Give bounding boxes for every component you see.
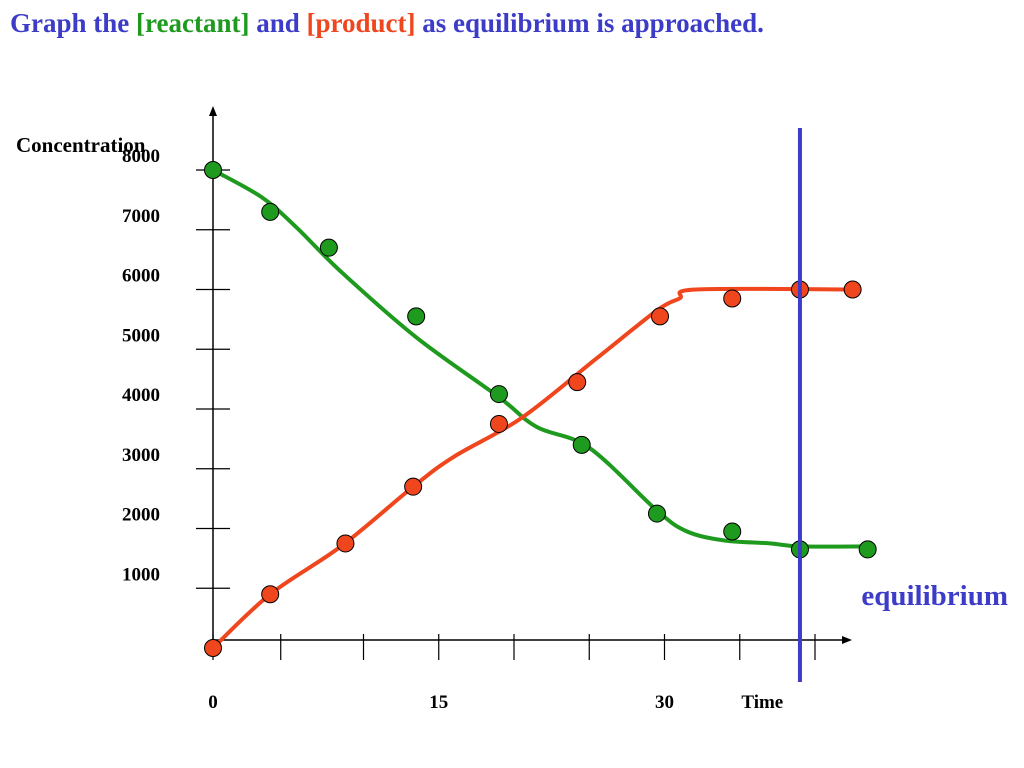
- product-point: [568, 373, 587, 392]
- page-title: Graph the [reactant] and [product] as eq…: [10, 8, 764, 39]
- product-point: [843, 280, 862, 299]
- reactant-line: [211, 168, 870, 549]
- y-axis-title: Concentration: [16, 133, 146, 157]
- product-point: [489, 414, 508, 433]
- reactant-point: [204, 161, 222, 179]
- reactant-point: [261, 202, 280, 221]
- title-part-2: and: [249, 8, 307, 38]
- x-tick-label-time: Time: [741, 692, 783, 713]
- product-point: [261, 585, 280, 604]
- reactant-point: [407, 307, 426, 326]
- y-tick-label-1000: 1000: [122, 564, 160, 585]
- reactant-point: [572, 435, 591, 454]
- reactant-point: [489, 385, 508, 404]
- y-tick-label-5000: 5000: [122, 325, 160, 346]
- x-tick-label-30: 30: [655, 692, 674, 713]
- y-tick-label-8000: 8000: [122, 146, 160, 167]
- y-tick-label-4000: 4000: [122, 385, 160, 406]
- x-tick-label-15: 15: [429, 692, 448, 713]
- equilibrium-layer: equilibrium: [797, 128, 1008, 682]
- title-part-3: as equilibrium is approached.: [415, 8, 764, 38]
- series-layer: [204, 161, 877, 657]
- y-axis-arrow: [209, 106, 217, 116]
- reactant-point: [647, 504, 666, 523]
- x-axis-arrow: [842, 636, 852, 644]
- product-point: [650, 307, 669, 326]
- x-tick-label-0: 0: [208, 692, 218, 713]
- equilibrium-label: equilibrium: [861, 580, 1008, 612]
- axes: [209, 106, 852, 644]
- reactant-point: [858, 540, 877, 559]
- product-line: [211, 286, 855, 650]
- x-ticks: 0 15 30 Time: [208, 634, 816, 713]
- y-tick-label-6000: 6000: [122, 266, 160, 287]
- title-part-1: Graph the: [10, 8, 137, 38]
- y-tick-label-7000: 7000: [122, 206, 160, 227]
- product-point: [336, 534, 355, 553]
- product-point: [404, 477, 423, 496]
- title-product: [product]: [306, 8, 416, 38]
- y-tick-label-3000: 3000: [122, 445, 160, 466]
- y-ticks: 8000 7000 6000 5000 4000 3000 2000 1000: [122, 146, 230, 589]
- product-point: [204, 639, 222, 657]
- product-point: [723, 289, 742, 308]
- y-tick-label-2000: 2000: [122, 505, 160, 526]
- title-reactant: [reactant]: [136, 8, 250, 38]
- reactant-point: [723, 522, 742, 541]
- reactant-point: [319, 238, 338, 257]
